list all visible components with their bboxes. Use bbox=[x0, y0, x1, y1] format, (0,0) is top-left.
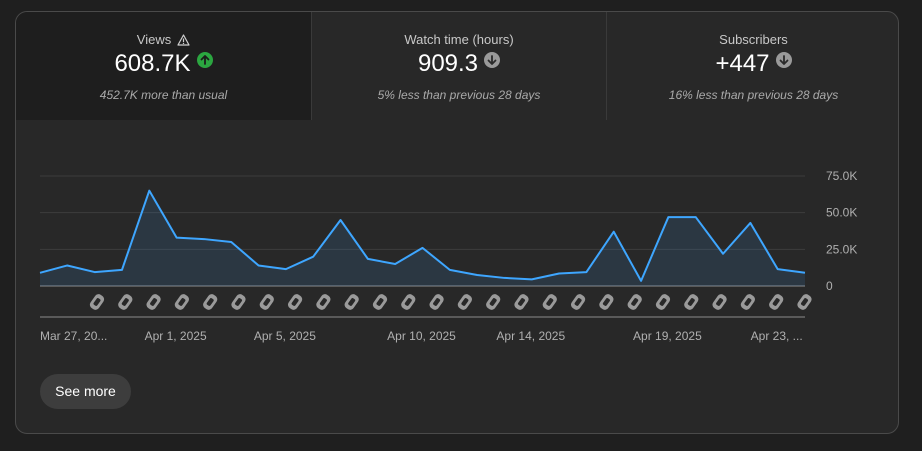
stat-label: Views bbox=[16, 32, 311, 49]
shorts-icon-cut bbox=[348, 298, 356, 306]
shorts-icon-cut bbox=[404, 298, 412, 306]
shorts-icon-cut bbox=[291, 298, 299, 306]
stat-watch-time[interactable]: Watch time (hours) 909.3 5% less than pr… bbox=[311, 12, 606, 120]
shorts-icon bbox=[712, 294, 727, 310]
arrow-up-icon bbox=[196, 52, 213, 68]
shorts-icon bbox=[231, 294, 246, 310]
stat-label: Subscribers bbox=[719, 32, 788, 47]
arrow-down-icon bbox=[775, 52, 792, 68]
shorts-icon-cut bbox=[178, 298, 186, 306]
y-tick-label: 75.0K bbox=[826, 169, 857, 183]
shorts-icon bbox=[316, 294, 331, 310]
shorts-icon bbox=[655, 294, 671, 310]
shorts-icon-cut bbox=[602, 298, 610, 306]
shorts-icon bbox=[769, 294, 784, 310]
y-tick-label: 25.0K bbox=[826, 242, 857, 256]
shorts-icon bbox=[457, 294, 473, 310]
views-chart[interactable]: 0 25.0K 50.0K 75.0K Mar 27, 20... Apr 1, 2025… bbox=[16, 142, 899, 357]
shorts-icon-cut bbox=[517, 298, 526, 306]
shorts-icon bbox=[344, 294, 359, 310]
arrow-down-icon bbox=[484, 52, 501, 68]
stat-subscribers[interactable]: Subscribers +447 16% less than previous … bbox=[606, 12, 898, 120]
shorts-icon-cut bbox=[659, 298, 667, 306]
shorts-icon-cut bbox=[631, 298, 639, 306]
views-label: Views bbox=[136, 32, 172, 47]
shorts-icon-cut bbox=[263, 298, 271, 306]
stat-value: 909.3 bbox=[312, 50, 606, 78]
shorts-icon-cut bbox=[433, 298, 441, 306]
x-tick-label: Apr 23, ... bbox=[751, 329, 803, 343]
shorts-icon bbox=[542, 294, 557, 310]
x-tick-label: Apr 1, 2025 bbox=[145, 329, 207, 343]
shorts-icon-cut bbox=[772, 298, 780, 306]
y-tick-label: 50.0K bbox=[826, 206, 857, 220]
watch-time-value: 909.3 bbox=[417, 50, 479, 77]
shorts-icon-cut bbox=[376, 298, 384, 306]
shorts-icon bbox=[118, 294, 133, 310]
shorts-icon bbox=[486, 294, 501, 310]
y-tick-label: 0 bbox=[826, 279, 833, 293]
shorts-icon bbox=[599, 294, 614, 310]
shorts-icon bbox=[372, 294, 388, 310]
stat-note: 5% less than previous 28 days bbox=[377, 88, 541, 102]
shorts-icon-cut bbox=[319, 298, 327, 306]
stats-row: Views 608.7K 452.7K more than usual Watc… bbox=[16, 12, 898, 120]
shorts-icon bbox=[174, 294, 190, 310]
shorts-icon-cut bbox=[574, 298, 582, 306]
shorts-icon bbox=[627, 294, 642, 310]
shorts-icon-cut bbox=[687, 298, 695, 306]
shorts-icon bbox=[429, 294, 444, 310]
shorts-icon bbox=[740, 294, 756, 310]
shorts-icon-cut bbox=[461, 298, 469, 306]
x-tick-label: Apr 10, 2025 bbox=[387, 329, 456, 343]
shorts-icon-cut bbox=[546, 298, 554, 306]
shorts-icon bbox=[89, 294, 105, 310]
x-tick-label: Apr 14, 2025 bbox=[496, 329, 565, 343]
x-tick-label: Mar 27, 20... bbox=[40, 329, 107, 343]
views-line bbox=[39, 189, 806, 282]
shorts-icon bbox=[146, 294, 161, 310]
shorts-icon-cut bbox=[800, 298, 809, 306]
shorts-icon bbox=[684, 294, 699, 310]
shorts-icon-cut bbox=[93, 298, 101, 306]
analytics-card: Views 608.7K 452.7K more than usual Watc… bbox=[15, 11, 899, 434]
see-more-button[interactable]: See more bbox=[40, 374, 131, 409]
warning-triangle-icon bbox=[177, 34, 190, 49]
stat-label: Watch time (hours) bbox=[404, 32, 514, 47]
x-tick-label: Apr 5, 2025 bbox=[254, 329, 316, 343]
shorts-icon-cut bbox=[234, 298, 243, 306]
shorts-icon-cut bbox=[744, 298, 752, 306]
stat-note: 452.7K more than usual bbox=[99, 88, 228, 102]
shorts-icon-cut bbox=[121, 298, 129, 306]
views-value: 608.7K bbox=[114, 50, 191, 77]
shorts-icon-cut bbox=[716, 298, 724, 306]
stat-value: 608.7K bbox=[16, 50, 311, 78]
x-tick-label: Apr 19, 2025 bbox=[633, 329, 702, 343]
stat-views[interactable]: Views 608.7K 452.7K more than usual bbox=[16, 12, 311, 120]
stat-value: +447 bbox=[607, 50, 898, 78]
shorts-icon bbox=[203, 294, 218, 310]
shorts-icon-cut bbox=[489, 298, 497, 306]
subscribers-value: +447 bbox=[715, 50, 770, 77]
shorts-icon bbox=[287, 294, 303, 310]
views-area bbox=[40, 190, 805, 286]
shorts-icon bbox=[259, 294, 274, 310]
stat-note: 16% less than previous 28 days bbox=[668, 88, 839, 102]
shorts-icon-cut bbox=[150, 298, 158, 306]
shorts-icon bbox=[797, 294, 812, 310]
shorts-icon-cut bbox=[206, 298, 214, 306]
shorts-icon bbox=[514, 294, 529, 310]
shorts-icon bbox=[401, 294, 416, 310]
shorts-icon bbox=[570, 294, 586, 310]
